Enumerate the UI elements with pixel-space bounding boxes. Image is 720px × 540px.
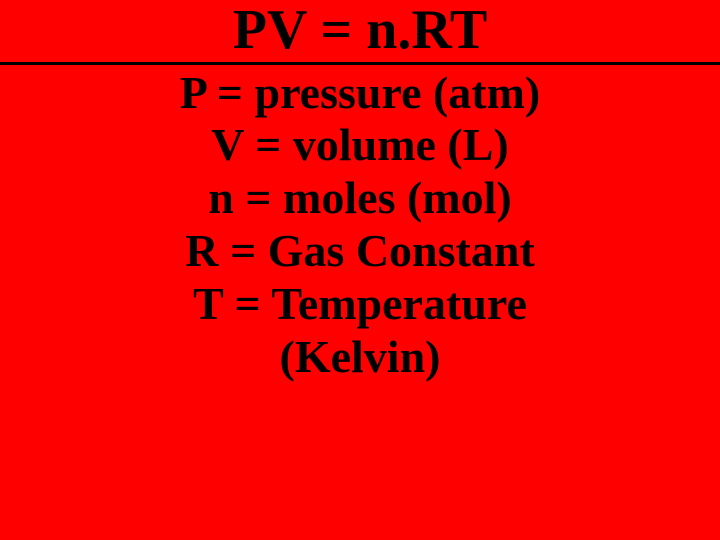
definition-pressure: P = pressure (atm) [180, 67, 541, 120]
definition-moles: n = moles (mol) [180, 172, 541, 225]
equation-title: PV = n.RT [233, 0, 488, 62]
definition-volume: V = volume (L) [180, 119, 541, 172]
definition-temperature-unit: (Kelvin) [180, 331, 541, 384]
horizontal-divider [0, 62, 720, 65]
definition-temperature: T = Temperature [180, 278, 541, 331]
definition-gas-constant: R = Gas Constant [180, 225, 541, 278]
slide-container: PV = n.RT P = pressure (atm) V = volume … [0, 0, 720, 540]
definitions-block: P = pressure (atm) V = volume (L) n = mo… [180, 67, 541, 384]
